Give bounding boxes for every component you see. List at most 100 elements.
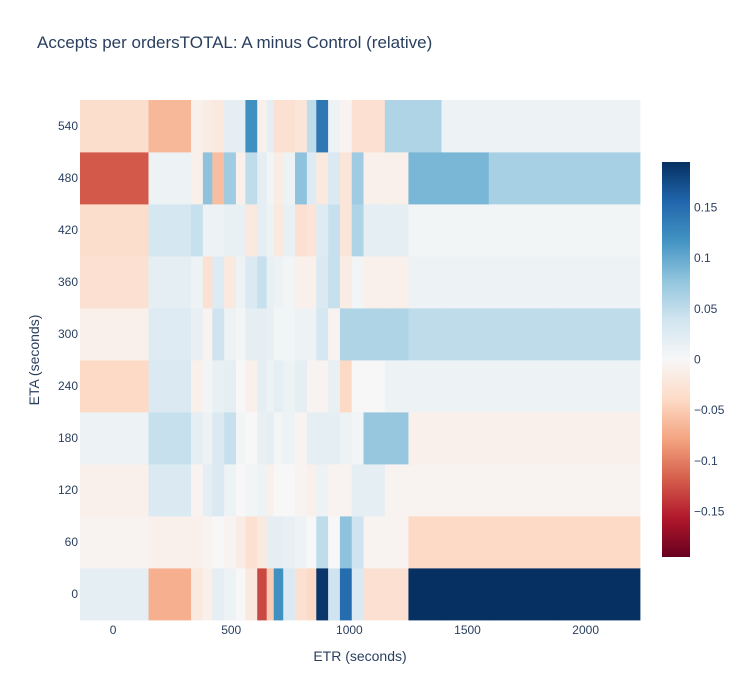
- heatmap-cell: [316, 516, 329, 569]
- x-tick-label: 0: [110, 623, 117, 637]
- heatmap-cell: [363, 464, 386, 517]
- heatmap-cell: [273, 204, 284, 257]
- heatmap-cell: [306, 152, 317, 205]
- heatmap-cell: [441, 152, 490, 205]
- heatmap-cell: [266, 516, 275, 569]
- heatmap-cell: [295, 516, 308, 569]
- heatmap-cell: [257, 204, 268, 257]
- heatmap-cell: [257, 360, 268, 413]
- heatmap-cell: [408, 204, 442, 257]
- heatmap-cell: [273, 412, 284, 465]
- heatmap-cell: [408, 100, 442, 153]
- heatmap-cell: [266, 308, 275, 361]
- heatmap-cell: [212, 360, 225, 413]
- heatmap-cell: [212, 412, 225, 465]
- heatmap-cell: [351, 516, 364, 569]
- heatmap-cell: [351, 412, 364, 465]
- heatmap-cell: [339, 412, 353, 465]
- heatmap-cell: [235, 360, 246, 413]
- heatmap-cell: [316, 464, 329, 517]
- heatmap-cell: [235, 204, 246, 257]
- heatmap-cell: [559, 100, 641, 153]
- heatmap-cell: [283, 464, 296, 517]
- heatmap-cell: [283, 516, 296, 569]
- heatmap-cell: [306, 516, 317, 569]
- heatmap-cell: [339, 152, 353, 205]
- heatmap-cell: [283, 204, 296, 257]
- heatmap-cell: [283, 152, 296, 205]
- heatmap-cell: [306, 568, 317, 621]
- colorbar-tick-label: −0.15: [694, 504, 725, 518]
- heatmap-cell: [224, 256, 237, 309]
- heatmap-cell: [441, 360, 490, 413]
- heatmap-cell: [202, 204, 213, 257]
- heatmap-cell: [191, 308, 204, 361]
- heatmap-cell: [245, 152, 258, 205]
- heatmap-cell: [257, 568, 268, 621]
- heatmap-cell: [384, 516, 409, 569]
- heatmap-cell: [266, 464, 275, 517]
- heatmap-cell: [191, 100, 204, 153]
- heatmap-cell: [224, 152, 237, 205]
- heatmap-cell: [559, 360, 641, 413]
- heatmap-cell: [191, 256, 204, 309]
- heatmap-cell: [191, 412, 204, 465]
- heatmap-cells: [80, 100, 641, 621]
- y-tick-label: 0: [71, 587, 78, 601]
- heatmap-cell: [351, 256, 364, 309]
- heatmap-cell: [363, 100, 386, 153]
- heatmap-cell: [441, 412, 490, 465]
- heatmap-cell: [328, 568, 341, 621]
- heatmap-cell: [224, 100, 237, 153]
- x-tick-label: 2000: [572, 623, 599, 637]
- y-tick-label: 60: [65, 535, 79, 549]
- heatmap-cell: [80, 256, 149, 309]
- heatmap-cell: [351, 568, 364, 621]
- heatmap-cell: [441, 100, 490, 153]
- heatmap-cell: [295, 568, 308, 621]
- heatmap-cell: [148, 152, 192, 205]
- heatmap-cell: [408, 256, 442, 309]
- heatmap-cell: [295, 256, 308, 309]
- heatmap-cell: [202, 516, 213, 569]
- heatmap-cell: [212, 100, 225, 153]
- colorbar-tick-label: 0.15: [694, 201, 718, 215]
- heatmap-cell: [559, 464, 641, 517]
- y-tick-label: 300: [58, 327, 78, 341]
- heatmap-cell: [306, 308, 317, 361]
- heatmap-cell: [257, 308, 268, 361]
- heatmap-cell: [316, 412, 329, 465]
- heatmap-cell: [257, 152, 268, 205]
- x-tick-label: 1000: [336, 623, 363, 637]
- heatmap-cell: [363, 152, 386, 205]
- heatmap-cell: [235, 256, 246, 309]
- heatmap-cell: [408, 516, 442, 569]
- heatmap-cell: [224, 464, 237, 517]
- heatmap-cell: [316, 204, 329, 257]
- heatmap-cell: [273, 360, 284, 413]
- heatmap-cell: [339, 464, 353, 517]
- heatmap-cell: [328, 360, 341, 413]
- heatmap-cell: [328, 204, 341, 257]
- heatmap-cell: [339, 204, 353, 257]
- heatmap-cell: [339, 256, 353, 309]
- heatmap-cell: [224, 412, 237, 465]
- heatmap-cell: [245, 100, 258, 153]
- heatmap-cell: [306, 412, 317, 465]
- heatmap-cell: [295, 464, 308, 517]
- x-axis-title: ETR (seconds): [313, 648, 406, 664]
- heatmap-cell: [257, 464, 268, 517]
- heatmap-cell: [80, 516, 149, 569]
- heatmap-cell: [283, 412, 296, 465]
- heatmap-cell: [328, 100, 341, 153]
- heatmap-cell: [408, 464, 442, 517]
- heatmap-cell: [306, 100, 317, 153]
- heatmap-cell: [80, 568, 149, 621]
- heatmap-cell: [283, 308, 296, 361]
- y-tick-label: 180: [58, 431, 78, 445]
- heatmap-cell: [266, 204, 275, 257]
- heatmap-cell: [559, 516, 641, 569]
- heatmap-cell: [441, 464, 490, 517]
- heatmap-cell: [212, 152, 225, 205]
- heatmap-cell: [316, 568, 329, 621]
